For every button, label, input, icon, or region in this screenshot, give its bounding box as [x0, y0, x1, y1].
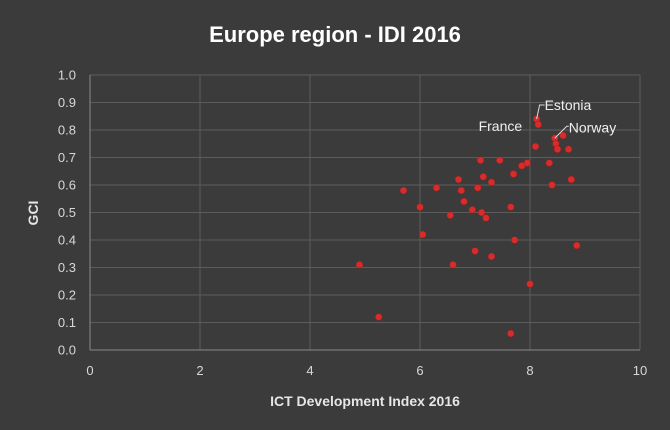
- data-point: [355, 261, 364, 269]
- data-point: [531, 142, 540, 151]
- data-point: [460, 197, 468, 206]
- data-point: [523, 159, 531, 167]
- y-tick-label: 0.3: [58, 260, 76, 275]
- annotation-label: Norway: [569, 119, 616, 135]
- data-point: [419, 230, 427, 239]
- data-point: [553, 145, 562, 153]
- x-tick-label: 4: [306, 363, 313, 378]
- x-tick-label: 10: [633, 363, 647, 378]
- y-tick-label: 0.6: [58, 178, 76, 193]
- gridlines: [90, 74, 641, 350]
- annotation-leader: [554, 125, 569, 139]
- data-point: [446, 211, 454, 219]
- data-point: [471, 247, 479, 255]
- annotation-label: Estonia: [545, 97, 592, 113]
- data-point: [479, 173, 487, 181]
- annotation-leader: [536, 104, 545, 120]
- data-point: [449, 261, 457, 269]
- y-tick-label: 0.4: [58, 233, 76, 248]
- data-point: [548, 181, 556, 189]
- data-point: [509, 170, 518, 178]
- data-points: [355, 115, 581, 338]
- data-point: [482, 214, 490, 222]
- data-point: [567, 175, 575, 184]
- y-tick-label: 1.0: [58, 68, 76, 83]
- data-point: [474, 184, 482, 192]
- y-tick-label: 0.1: [58, 315, 76, 330]
- data-point: [432, 184, 441, 192]
- chart-title: Europe region - IDI 2016: [209, 22, 461, 47]
- data-point: [564, 145, 573, 153]
- y-tick-label: 0.2: [58, 288, 76, 303]
- x-tick-label: 8: [526, 363, 533, 378]
- tick-labels: 0 2 4 6 8 10 0.0 0.1 0.2 0.3 0.4 0.5 0.6 0.7 0.8 0.9 1.0: [58, 68, 647, 379]
- x-tick-label: 6: [416, 363, 423, 378]
- data-point: [375, 313, 383, 321]
- annotation-label: France: [479, 118, 523, 134]
- y-tick-label: 0.9: [58, 95, 76, 110]
- data-point: [496, 156, 504, 164]
- data-point: [477, 208, 486, 217]
- data-point: [510, 236, 519, 244]
- axes: [89, 75, 640, 351]
- data-point: [507, 329, 515, 338]
- data-point: [573, 241, 581, 250]
- data-point: [526, 280, 534, 288]
- x-tick-label: 0: [86, 363, 93, 378]
- data-point: [545, 159, 553, 167]
- data-point: [487, 178, 496, 186]
- y-axis-title: GCI: [25, 201, 41, 226]
- x-axis-title: ICT Development Index 2016: [270, 393, 460, 409]
- data-point: [454, 175, 463, 184]
- annotations: France Estonia Norway: [479, 97, 616, 139]
- y-tick-label: 0.8: [58, 123, 76, 138]
- data-point: [468, 206, 476, 214]
- x-tick-label: 2: [196, 363, 203, 378]
- y-tick-label: 0.7: [58, 150, 76, 165]
- y-tick-label: 0.5: [58, 205, 76, 220]
- y-tick-label: 0.0: [58, 343, 76, 358]
- data-point: [507, 203, 515, 211]
- data-point: [487, 252, 496, 261]
- data-point: [416, 203, 424, 211]
- data-point: [559, 131, 567, 140]
- data-point: [534, 120, 542, 129]
- data-point: [476, 156, 485, 164]
- data-point: [399, 186, 408, 195]
- data-point: [457, 186, 465, 195]
